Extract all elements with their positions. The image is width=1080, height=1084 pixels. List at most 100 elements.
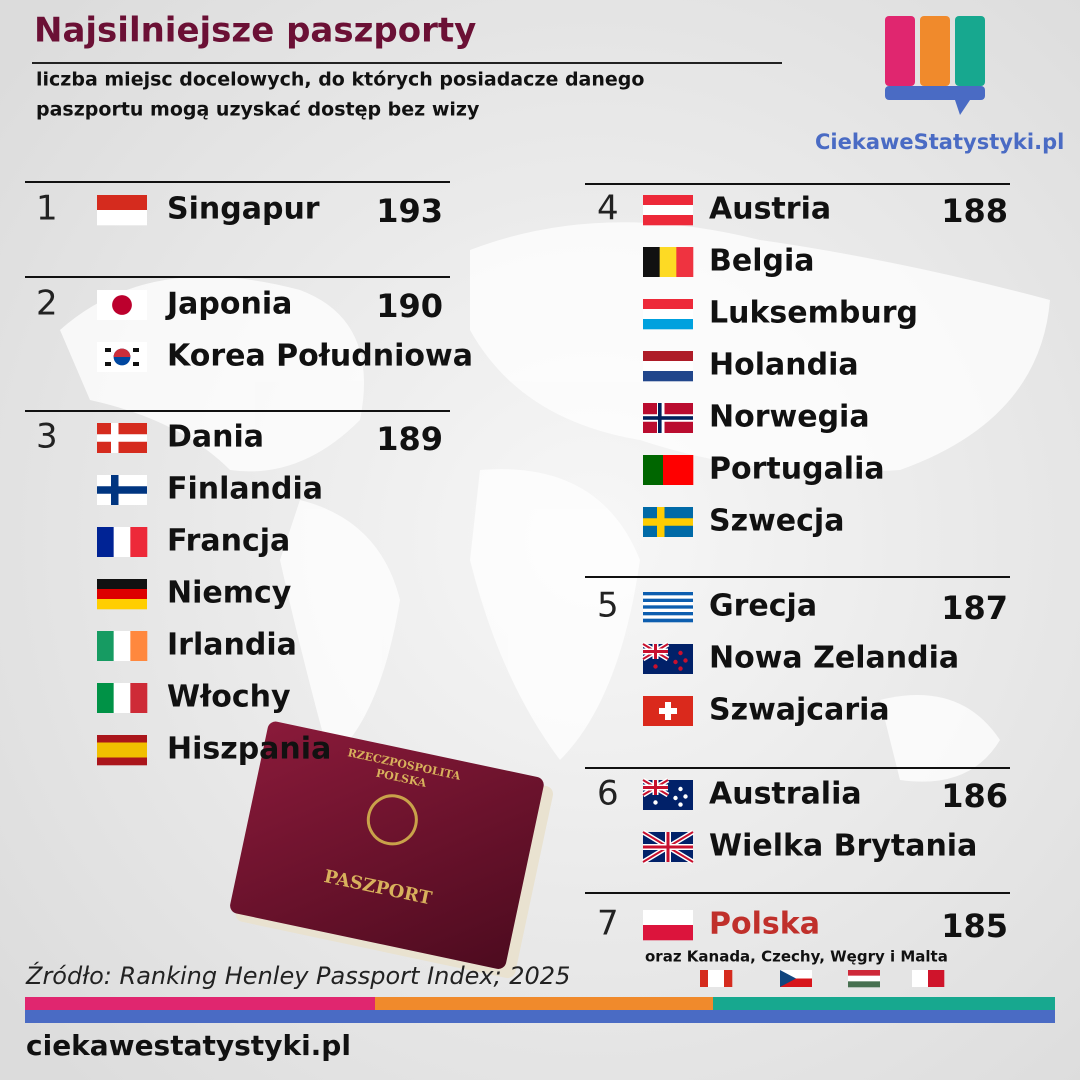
- country-name: Irlandia: [167, 628, 297, 663]
- color-bar: [25, 997, 375, 1010]
- flag-part: [643, 205, 693, 216]
- title: Najsilniejsze paszporty: [34, 11, 476, 51]
- flag: [643, 910, 693, 941]
- flag-part: [130, 631, 148, 661]
- source: Źródło: Ranking Henley Passport Index; 2…: [25, 961, 570, 990]
- rank-number: 6: [597, 774, 619, 814]
- flag-part: [113, 683, 131, 713]
- country-name: Nowa Zelandia: [709, 641, 959, 676]
- country-name: Holandia: [709, 348, 859, 383]
- flag: [700, 970, 733, 987]
- flag: [641, 777, 693, 810]
- flag: [97, 195, 147, 226]
- rank-number: 7: [597, 904, 619, 944]
- flag-part: [643, 608, 693, 613]
- score: 185: [941, 907, 1008, 945]
- country-name: Austria: [709, 192, 831, 227]
- flag-part: [97, 735, 147, 743]
- flag-part: [130, 527, 148, 557]
- flag-part: [97, 757, 147, 766]
- flag: [97, 683, 148, 713]
- color-bar: [713, 997, 1055, 1010]
- flag: [97, 735, 147, 766]
- flag-part: [112, 295, 132, 315]
- flag-part: [97, 527, 114, 557]
- flag: [643, 592, 693, 623]
- flag-part: [97, 631, 114, 661]
- country-name: Finlandia: [167, 472, 323, 507]
- flag-part: [643, 925, 693, 941]
- flag-part: [643, 910, 693, 926]
- flag-part: [643, 605, 693, 609]
- score: 189: [376, 420, 443, 458]
- flag-part: [105, 362, 111, 366]
- flag-part: [683, 658, 688, 663]
- country-name: Grecja: [709, 589, 817, 624]
- flag-part: [133, 348, 139, 352]
- color-bar: [25, 1010, 1055, 1023]
- flag-part: [643, 299, 693, 310]
- score: 186: [941, 777, 1008, 815]
- country-name: Japonia: [165, 287, 292, 322]
- flag-part: [97, 210, 147, 226]
- rank-note: oraz Kanada, Czechy, Węgry i Malta: [645, 948, 948, 966]
- country-name: Australia: [709, 777, 862, 812]
- flag-part: [97, 683, 114, 713]
- flag-part: [643, 786, 668, 789]
- flag: [643, 195, 693, 226]
- flag: [97, 342, 147, 372]
- flag-part: [643, 416, 693, 420]
- flag-part: [653, 455, 664, 485]
- flag-part: [678, 650, 683, 656]
- passport-cover: [230, 721, 544, 969]
- flag: [97, 290, 147, 320]
- flag-part: [643, 595, 693, 599]
- flag-part: [700, 970, 709, 987]
- subtitle: paszportu mogą uzyskać dostęp bez wizy: [36, 99, 480, 121]
- site-url: ciekawestatystyki.pl: [26, 1029, 351, 1062]
- flag-part: [97, 750, 147, 758]
- flag-part: [97, 195, 147, 211]
- flag-part: [708, 970, 717, 987]
- flag-part: [643, 247, 660, 277]
- country-name: Włochy: [167, 680, 291, 715]
- score: 188: [941, 192, 1008, 230]
- flag-part: [676, 247, 694, 277]
- flag-part: [105, 348, 111, 352]
- flag-part: [928, 970, 945, 987]
- flag-part: [643, 309, 693, 320]
- country-name: Wielka Brytania: [709, 829, 977, 864]
- flag-part: [643, 319, 693, 330]
- flag-part: [678, 666, 683, 671]
- flag: [912, 970, 945, 987]
- flag-part: [659, 247, 677, 277]
- color-bar: [375, 997, 713, 1010]
- flag-part: [97, 434, 147, 442]
- world-map: [60, 222, 1050, 782]
- flag: [780, 970, 812, 987]
- flag-part: [653, 664, 658, 669]
- flag-part: [673, 795, 678, 801]
- flag-part: [643, 351, 693, 362]
- flag-part: [780, 970, 796, 987]
- country-name: Belgia: [709, 244, 815, 279]
- flag-part: [643, 602, 693, 606]
- flag-part: [643, 845, 693, 849]
- flag-part: [643, 618, 693, 623]
- country-name: Portugalia: [709, 452, 885, 487]
- rank-number: 5: [597, 586, 619, 626]
- flag-part: [848, 981, 880, 988]
- flag: [643, 507, 693, 537]
- flag: [97, 423, 147, 453]
- brand: CiekaweStatystyki.pl: [815, 130, 1064, 154]
- flag-part: [663, 455, 674, 485]
- country-name: Norwegia: [709, 400, 870, 435]
- flag: [641, 641, 693, 674]
- flag-part: [130, 683, 148, 713]
- flag-part: [643, 361, 693, 372]
- flag-part: [643, 615, 693, 619]
- country-name: Szwecja: [709, 504, 844, 539]
- score: 187: [941, 589, 1008, 627]
- flag-part: [643, 455, 654, 485]
